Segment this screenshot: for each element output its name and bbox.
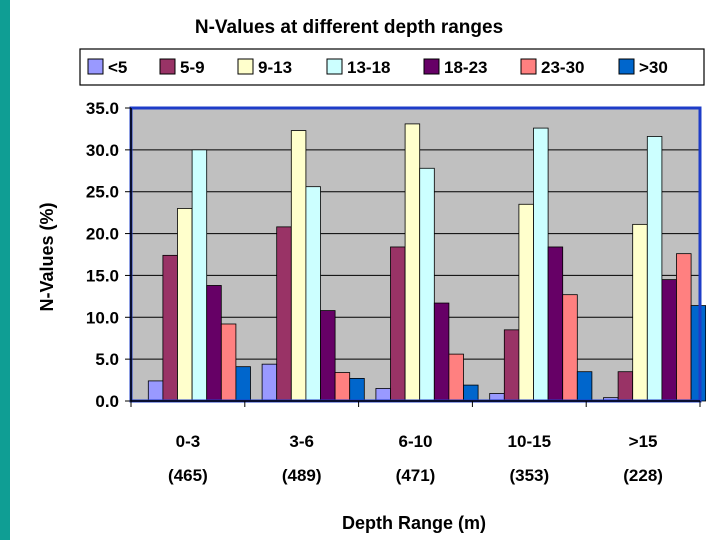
bar <box>290 130 307 402</box>
y-tick-label: 15.0 <box>86 266 119 285</box>
bar <box>334 372 351 402</box>
bar <box>349 377 365 402</box>
x-tick-count: (228) <box>623 466 663 485</box>
legend-label: >30 <box>639 58 668 77</box>
bar <box>147 380 164 402</box>
legend-label: 5-9 <box>180 58 205 77</box>
axes <box>125 107 701 407</box>
bar <box>463 384 479 402</box>
legend-swatch <box>237 58 254 75</box>
y-tick-label: 5.0 <box>95 350 119 369</box>
bar <box>305 186 321 402</box>
bar <box>433 302 450 402</box>
x-tick-label: 3-6 <box>289 432 314 451</box>
bar <box>220 323 237 402</box>
legend-label: 9-13 <box>258 58 292 77</box>
y-tick-label: 0.0 <box>95 392 119 411</box>
bar <box>162 254 178 402</box>
bar <box>320 310 336 402</box>
bar <box>518 203 534 402</box>
y-tick-label: 10.0 <box>86 308 119 327</box>
x-tick-count: (353) <box>509 466 549 485</box>
bar <box>448 353 464 402</box>
legend-label: 23-30 <box>541 58 584 77</box>
legend-swatch <box>87 58 104 75</box>
y-tick-label: 25.0 <box>86 183 119 202</box>
bar <box>390 246 406 402</box>
x-tick-label: 0-3 <box>176 432 201 451</box>
bar <box>261 363 278 402</box>
legend-swatch <box>618 58 635 75</box>
bar <box>562 294 578 402</box>
y-tick-labels: 0.0 5.0 10.0 15.0 20.0 25.0 30.0 35.0 <box>86 99 119 411</box>
legend-label: 18-23 <box>444 58 487 77</box>
bar <box>191 149 208 402</box>
bar <box>419 167 435 402</box>
x-axis-label: Depth Range (m) <box>342 513 486 533</box>
legend-swatch <box>159 58 176 75</box>
x-tick-label: 6-10 <box>398 432 432 451</box>
bar <box>503 329 520 402</box>
legend-swatch <box>326 58 343 75</box>
bar <box>235 366 251 402</box>
bar <box>206 285 222 402</box>
bar <box>617 371 634 402</box>
legend-box <box>79 48 705 86</box>
legend-label: 13-18 <box>347 58 390 77</box>
y-tick-label: 30.0 <box>86 141 119 160</box>
bar <box>276 226 292 402</box>
x-tick-count: (471) <box>396 466 436 485</box>
legend: <5 5-9 9-13 13-18 18-23 23-30 >30 <box>79 48 705 86</box>
legend-swatch <box>423 58 440 75</box>
bar <box>547 246 564 402</box>
bar <box>646 136 663 402</box>
bar <box>632 223 648 402</box>
chart: N-Values at different depth ranges <5 5-9… <box>37 17 706 533</box>
bar <box>690 305 706 402</box>
bar <box>404 123 421 402</box>
chart-card: N-Values at different depth ranges <5 5-9… <box>10 0 706 540</box>
legend-label: <5 <box>108 58 127 77</box>
y-tick-label: 20.0 <box>86 225 119 244</box>
bar <box>533 127 549 402</box>
x-tick-count: (489) <box>282 466 322 485</box>
bar <box>676 253 692 402</box>
bar <box>375 388 391 402</box>
y-tick-label: 35.0 <box>86 99 119 118</box>
x-tick-labels: 0-3 (465) 3-6 (489) 6-10 (471) 10-15 (353) >15 (2… <box>168 432 663 485</box>
legend-swatch <box>520 58 537 75</box>
x-tick-label: >15 <box>629 432 658 451</box>
bars <box>147 123 706 402</box>
bar <box>661 279 677 402</box>
x-tick-count: (465) <box>168 466 208 485</box>
chart-title: N-Values at different depth ranges <box>195 17 503 38</box>
y-axis-label: N-Values (%) <box>37 202 57 311</box>
bar <box>576 371 593 402</box>
bar <box>177 208 193 402</box>
x-tick-label: 10-15 <box>508 432 551 451</box>
